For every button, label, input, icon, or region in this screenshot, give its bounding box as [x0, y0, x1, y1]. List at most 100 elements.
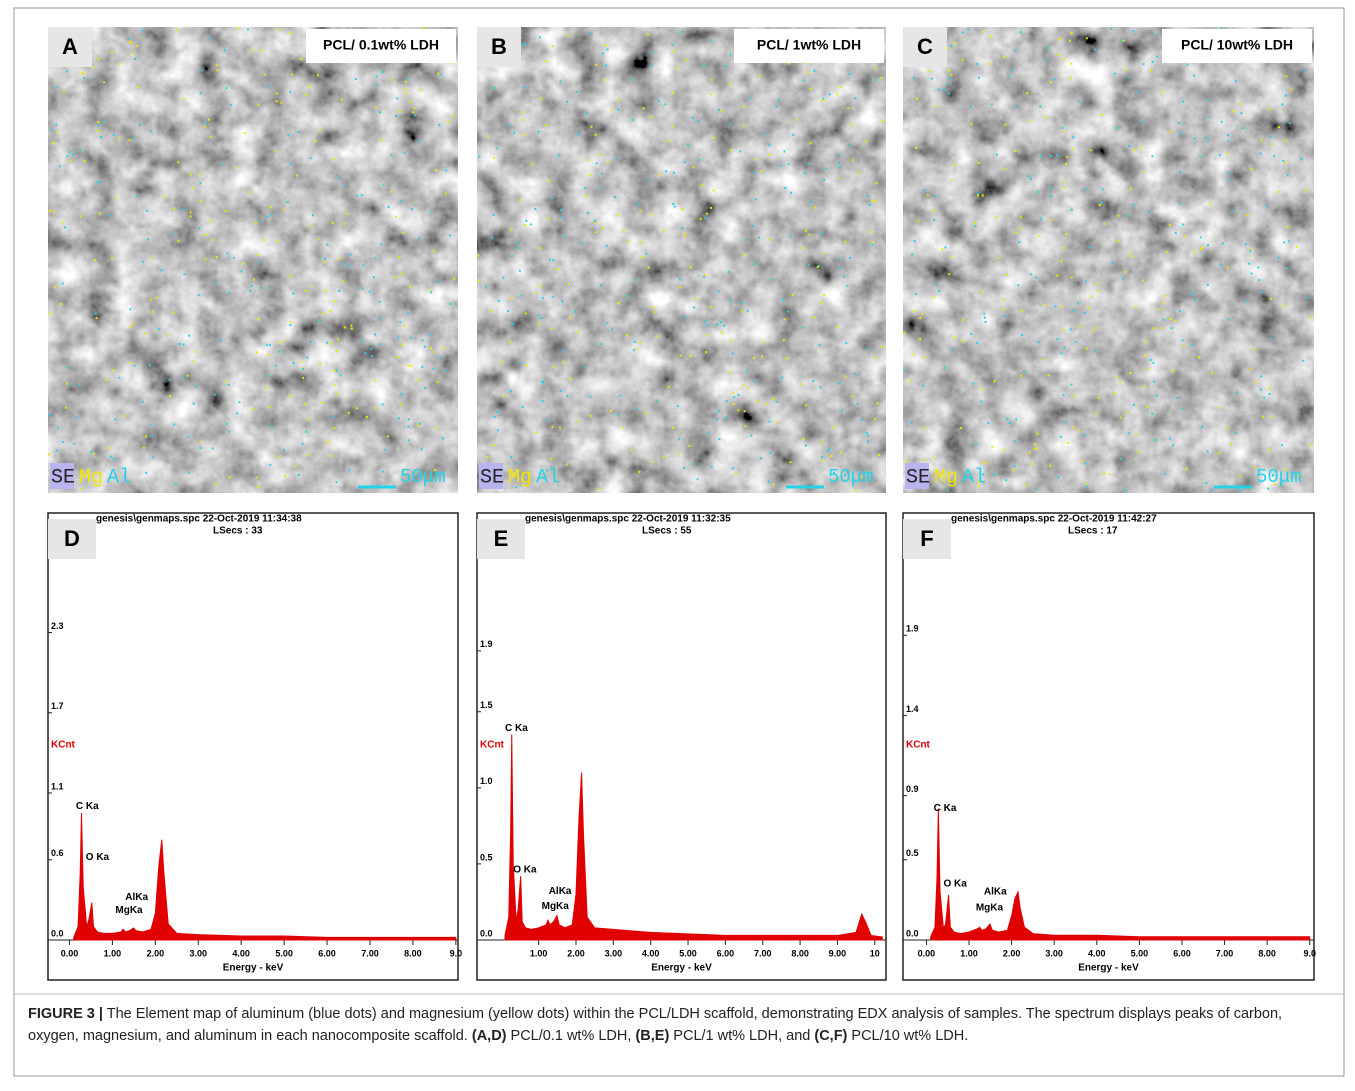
element-dot — [992, 473, 995, 476]
element-dot — [1193, 137, 1196, 140]
element-dot — [818, 264, 821, 267]
element-dot — [338, 257, 341, 260]
element-dot — [112, 133, 115, 136]
element-dot — [1117, 214, 1120, 217]
element-dot — [844, 240, 847, 243]
element-dot — [419, 422, 422, 425]
element-dot — [364, 352, 367, 355]
element-dot — [291, 73, 294, 76]
element-dot — [1103, 222, 1106, 225]
element-dot — [1140, 120, 1143, 123]
element-dot — [1206, 283, 1209, 286]
element-dot — [308, 85, 311, 88]
element-dot — [1008, 422, 1011, 425]
element-dot — [584, 194, 587, 197]
element-dot — [307, 453, 310, 456]
element-dot — [781, 298, 784, 301]
element-dot — [1263, 396, 1266, 399]
element-dot — [1192, 250, 1195, 253]
element-dot — [1017, 284, 1020, 287]
element-dot — [1064, 421, 1067, 424]
element-dot — [399, 321, 402, 324]
element-dot — [651, 461, 654, 464]
element-dot — [881, 120, 884, 123]
element-dot — [937, 88, 940, 91]
caption-text: The Element map of aluminum (blue dots) … — [28, 1006, 1283, 1044]
element-dot — [671, 91, 674, 94]
element-dot — [1129, 187, 1132, 190]
element-dot — [137, 86, 140, 89]
element-dot — [1176, 397, 1179, 400]
element-dot — [1154, 439, 1157, 442]
element-dot — [496, 429, 499, 432]
element-dot — [1113, 392, 1116, 395]
element-dot — [299, 361, 302, 364]
element-dot — [767, 238, 770, 241]
element-dot — [266, 216, 269, 219]
element-dot — [277, 28, 280, 31]
element-dot — [136, 194, 139, 197]
y-tick-label: 0.5 — [906, 848, 919, 858]
panel-letter: B — [491, 34, 507, 59]
element-dot — [933, 296, 936, 299]
element-dot — [278, 350, 281, 353]
element-dot — [183, 273, 186, 276]
element-dot — [560, 208, 563, 211]
element-dot — [640, 256, 643, 259]
element-dot — [569, 377, 572, 380]
element-dot — [1207, 116, 1210, 119]
element-dot — [704, 320, 707, 323]
element-dot — [1093, 350, 1096, 353]
element-dot — [118, 376, 121, 379]
element-dot — [931, 77, 934, 80]
element-dot — [529, 223, 532, 226]
x-tick-label: 1.00 — [104, 948, 122, 958]
element-dot — [710, 39, 713, 42]
element-dot — [1270, 337, 1273, 340]
element-dot — [407, 425, 410, 428]
element-dot — [97, 57, 100, 60]
peak-label: O Ka — [943, 878, 967, 889]
element-dot — [292, 362, 295, 365]
element-dot — [1236, 391, 1239, 394]
element-dot — [977, 484, 980, 487]
element-dot — [574, 310, 577, 313]
element-dot — [983, 316, 986, 319]
element-dot — [803, 172, 806, 175]
element-dot — [1250, 248, 1253, 251]
element-dot — [1179, 309, 1182, 312]
element-dot — [1090, 295, 1093, 298]
element-dot — [1132, 403, 1135, 406]
element-dot — [760, 170, 763, 173]
element-dot — [993, 380, 996, 383]
element-dot — [589, 173, 592, 176]
element-dot — [783, 318, 786, 321]
element-dot — [289, 394, 292, 397]
element-dot — [216, 69, 219, 72]
element-dot — [678, 278, 681, 281]
element-dot — [269, 463, 272, 466]
element-dot — [1003, 56, 1006, 59]
element-dot — [1084, 188, 1087, 191]
element-dot — [307, 418, 310, 421]
element-dot — [429, 333, 432, 336]
element-dot — [820, 232, 823, 235]
element-dot — [227, 383, 230, 386]
caption: FIGURE 3 | The Element map of aluminum (… — [28, 1003, 1328, 1047]
panel-letter-box — [477, 27, 521, 67]
element-dot — [58, 165, 61, 168]
element-dot — [1253, 348, 1256, 351]
element-dot — [800, 383, 803, 386]
element-dot — [1143, 171, 1146, 174]
x-tick-label: 9.0 — [1303, 948, 1316, 958]
element-dot — [867, 440, 870, 443]
element-dot — [698, 158, 701, 161]
element-dot — [605, 64, 608, 67]
element-dot — [1174, 232, 1177, 235]
element-dot — [837, 162, 840, 165]
element-dot — [961, 58, 964, 61]
element-dot — [923, 189, 926, 192]
element-dot — [1302, 359, 1305, 362]
element-dot — [421, 339, 424, 342]
element-dot — [568, 316, 571, 319]
